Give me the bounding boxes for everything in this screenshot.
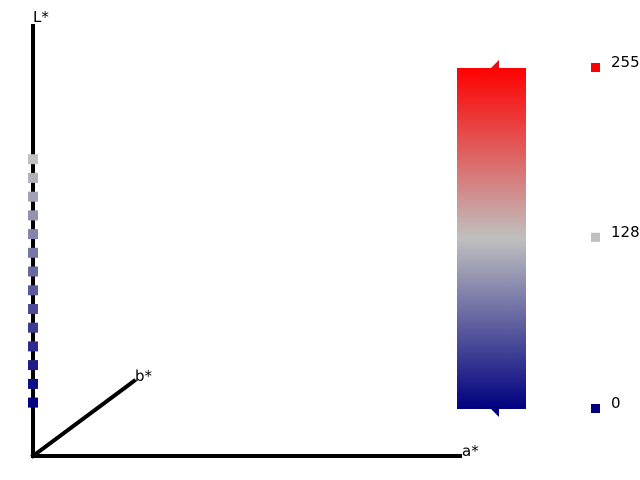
axes: L* a* b* <box>30 8 479 460</box>
data-point <box>28 191 38 202</box>
data-point <box>28 266 38 277</box>
data-point <box>28 285 38 296</box>
data-point <box>28 397 38 408</box>
colorbar-tick-label: 255 <box>611 53 640 71</box>
colorbar-tick-swatch <box>591 232 600 242</box>
b-axis-line <box>30 378 137 459</box>
data-point <box>28 341 38 352</box>
colorbar-tick-swatch <box>591 404 600 413</box>
colorbar-tick-label: 0 <box>611 394 621 412</box>
colorbar-ticks: 255 128 0 <box>591 53 640 413</box>
data-point <box>28 378 38 389</box>
data-point <box>28 360 38 371</box>
a-axis-label: a* <box>462 442 479 460</box>
data-point <box>28 229 38 240</box>
data-point <box>28 154 38 165</box>
colorbar: 255 128 0 <box>457 53 640 417</box>
data-point <box>28 172 38 183</box>
data-point <box>28 210 38 221</box>
colorbar-tick-label: 128 <box>611 223 640 241</box>
data-point <box>28 304 38 314</box>
colorbar-top-pointer-icon <box>491 60 499 68</box>
data-point <box>28 322 38 333</box>
b-axis-label: b* <box>135 367 153 385</box>
colorbar-tick-swatch <box>591 63 600 72</box>
colorbar-bottom-pointer-icon <box>491 409 499 417</box>
colorbar-gradient <box>457 68 526 409</box>
data-point <box>28 247 38 258</box>
l-axis-label: L* <box>33 8 49 26</box>
data-points <box>28 154 38 408</box>
